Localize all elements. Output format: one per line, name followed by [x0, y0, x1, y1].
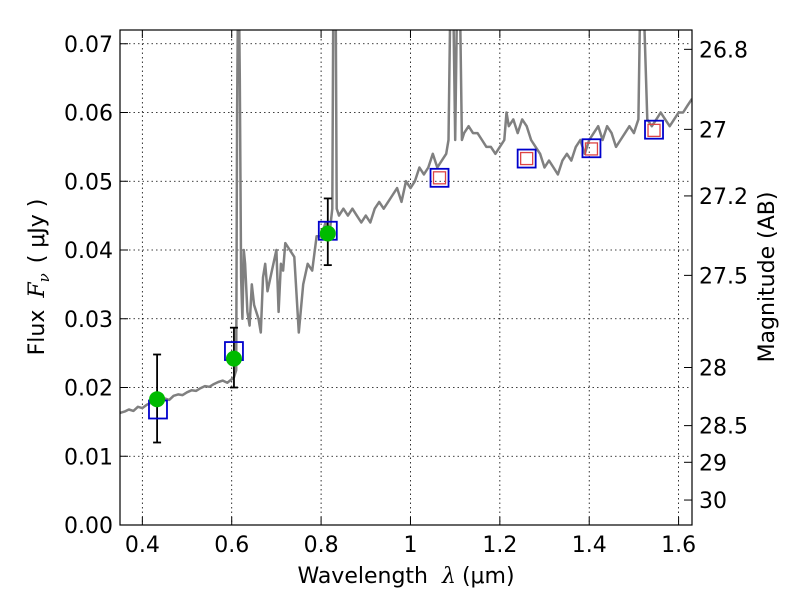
- markers: [148, 119, 664, 444]
- ticks: 0.4 0.6 0.8 1 1.2 1.4 1.6 0.00 0.01 0.02 0.03 0.04 0…: [64, 30, 748, 558]
- y-tick-label: 0.04: [64, 239, 113, 264]
- y-tick-label: 0.06: [64, 102, 113, 127]
- y2-tick-label: 27.5: [699, 264, 748, 289]
- observed-point: [225, 350, 242, 367]
- y-tick-label: 0.00: [64, 514, 113, 539]
- y-tick-label: 0.03: [64, 308, 113, 333]
- model-band-square: [429, 167, 450, 188]
- y2-axis-label: Magnitude (AB): [755, 192, 780, 363]
- y-tick-label: 0.01: [64, 445, 113, 470]
- x-tick-label: 0.8: [304, 533, 339, 558]
- y2-tick-label: 26.8: [699, 38, 748, 63]
- predicted-point-square: [647, 123, 661, 138]
- observed-point: [319, 225, 336, 242]
- y-tick-label: 0.05: [64, 170, 113, 195]
- y2-tick-label: 28.5: [699, 415, 748, 440]
- y-tick-label: 0.02: [64, 377, 113, 402]
- model-band-square: [644, 119, 664, 140]
- plot-frame: [119, 29, 693, 526]
- predicted-point-square: [584, 142, 599, 156]
- y2-tick-label: 29: [699, 451, 727, 476]
- y2-tick-label: 27: [699, 118, 727, 143]
- grid: [120, 30, 692, 526]
- x-tick-label: 0.4: [125, 533, 160, 558]
- y2-tick-label: 27.2: [699, 185, 748, 210]
- x-tick-label: 1: [403, 533, 417, 558]
- x-tick-label: 1.4: [572, 533, 607, 558]
- x-tick-label: 1.6: [661, 533, 696, 558]
- y2-tick-label: 30: [699, 489, 727, 514]
- x-tick-label: 1.2: [482, 533, 517, 558]
- x-tick-label: 0.6: [214, 533, 249, 558]
- y2-tick-label: 28: [699, 356, 727, 381]
- model-band-square: [516, 148, 537, 169]
- model-band-square: [581, 138, 602, 159]
- predicted-point-square: [520, 151, 534, 166]
- y-axis-label: FluxFν( μJy ): [25, 199, 53, 356]
- observed-point: [149, 391, 166, 408]
- x-axis-label: Wavelength λ (μm): [297, 564, 514, 589]
- predicted-point-square: [432, 171, 447, 185]
- y-tick-label: 0.07: [64, 33, 113, 58]
